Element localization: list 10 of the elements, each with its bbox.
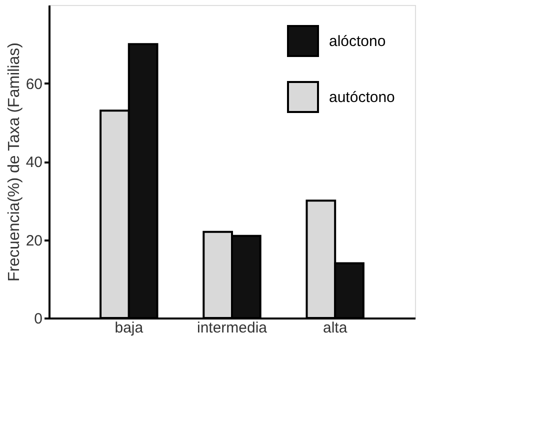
y-tick-label: 60 bbox=[26, 76, 42, 93]
legend-label: alóctono bbox=[329, 33, 386, 50]
x-tick-label: baja bbox=[114, 320, 144, 336]
y-axis-title: Frecuencia(%) de Taxa (Familias) bbox=[6, 42, 23, 282]
y-tick-label: 20 bbox=[26, 232, 42, 250]
y-tick-label: 40 bbox=[26, 154, 42, 171]
legend-label: autóctono bbox=[329, 89, 395, 106]
y-tick-label: 0 bbox=[34, 310, 42, 328]
x-tick-label: alta bbox=[323, 320, 348, 336]
x-tick-label: intermedia bbox=[196, 320, 268, 336]
